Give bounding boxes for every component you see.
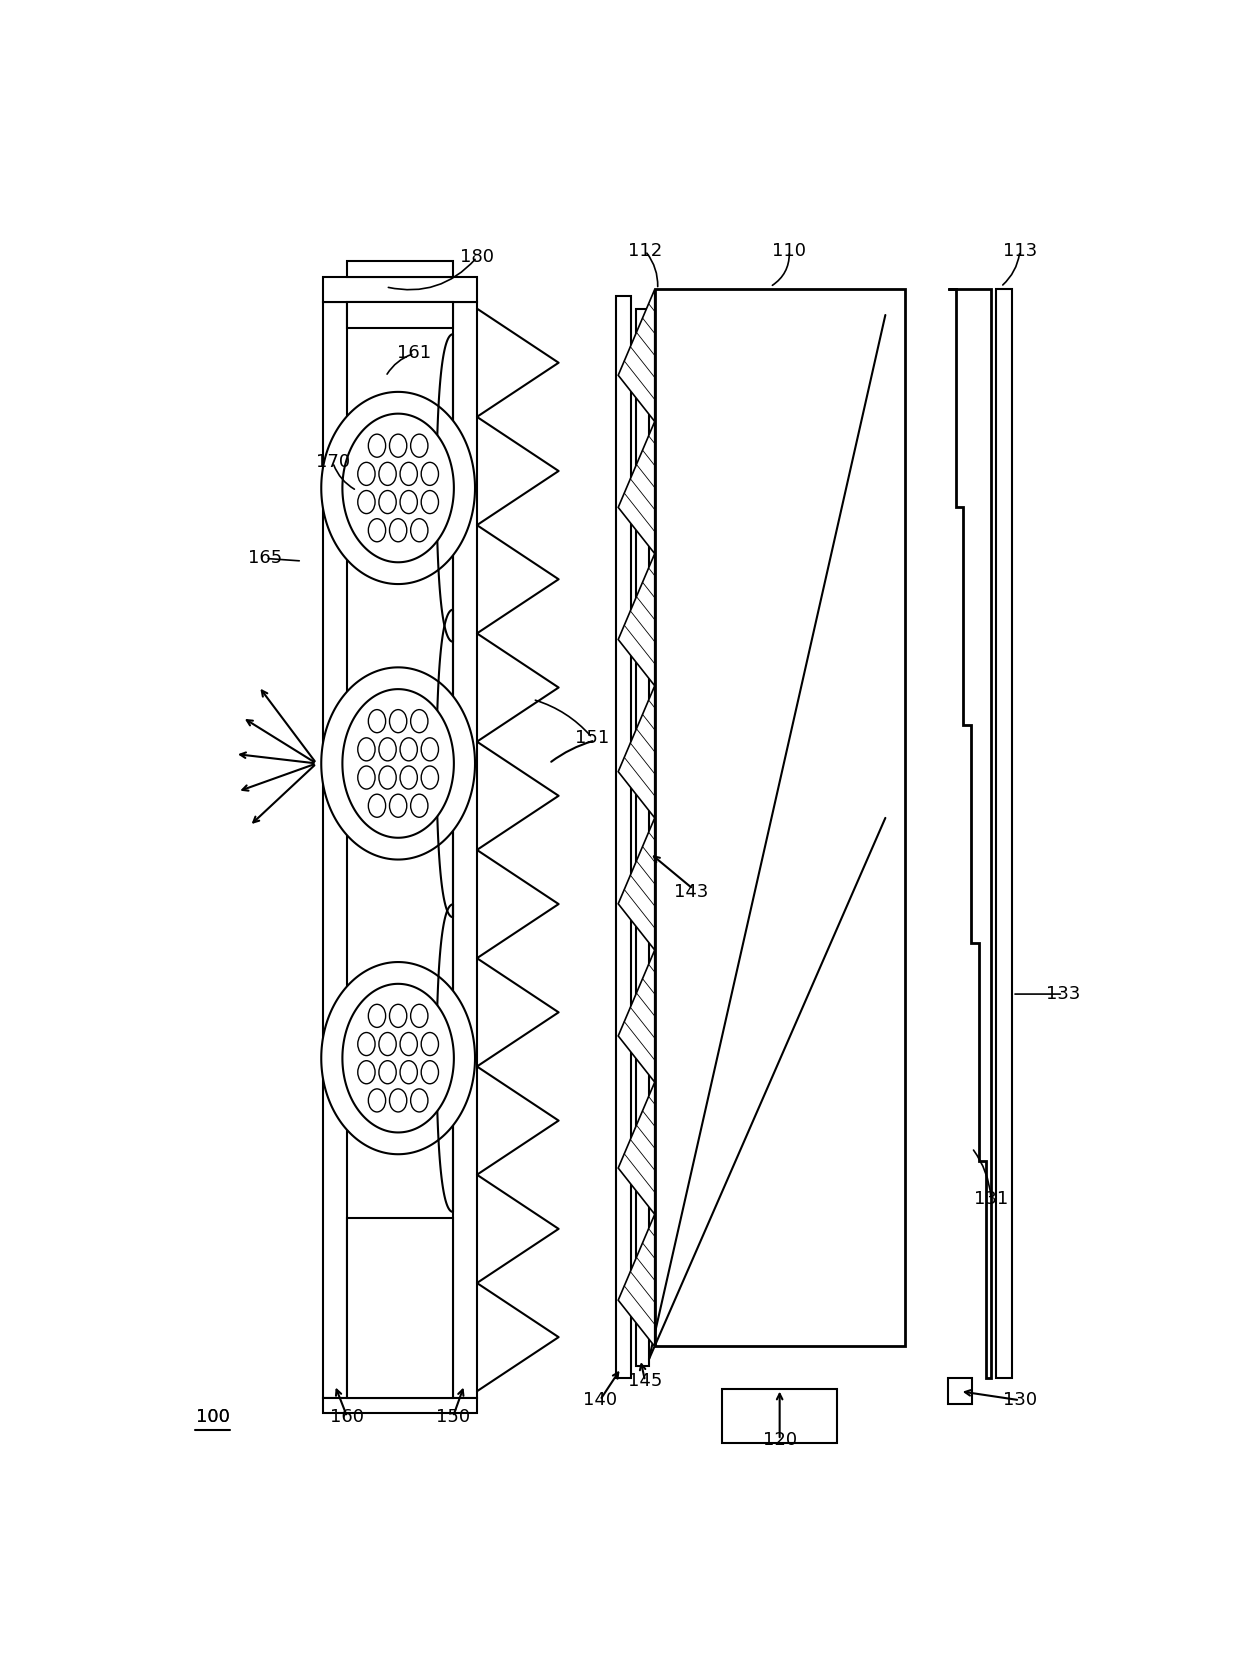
Polygon shape — [947, 290, 991, 1378]
Text: 160: 160 — [330, 1408, 365, 1426]
Text: 161: 161 — [397, 344, 432, 363]
Circle shape — [379, 737, 397, 760]
Circle shape — [379, 1060, 397, 1083]
Polygon shape — [616, 296, 631, 1378]
Circle shape — [422, 463, 439, 486]
Circle shape — [368, 519, 386, 542]
Polygon shape — [947, 1378, 972, 1404]
Circle shape — [379, 491, 397, 514]
Circle shape — [389, 519, 407, 542]
Circle shape — [368, 794, 386, 817]
Polygon shape — [321, 667, 475, 860]
Polygon shape — [324, 1398, 477, 1413]
Polygon shape — [619, 686, 655, 819]
Text: 145: 145 — [627, 1373, 662, 1389]
Circle shape — [422, 491, 439, 514]
Circle shape — [358, 491, 374, 514]
Polygon shape — [347, 303, 453, 328]
Circle shape — [389, 794, 407, 817]
Circle shape — [401, 463, 418, 486]
Circle shape — [410, 794, 428, 817]
Circle shape — [401, 1060, 418, 1083]
Circle shape — [422, 737, 439, 760]
Text: 112: 112 — [627, 241, 662, 260]
Circle shape — [358, 1032, 374, 1055]
Circle shape — [389, 434, 407, 458]
Polygon shape — [619, 1215, 655, 1346]
Text: 180: 180 — [460, 248, 494, 266]
Circle shape — [410, 1005, 428, 1027]
Circle shape — [358, 765, 374, 789]
Circle shape — [379, 463, 397, 486]
Polygon shape — [324, 303, 347, 1398]
Text: 120: 120 — [763, 1431, 797, 1449]
Polygon shape — [619, 950, 655, 1082]
Polygon shape — [324, 276, 477, 303]
Text: 133: 133 — [1047, 985, 1080, 1003]
Polygon shape — [996, 290, 1012, 1378]
Text: 150: 150 — [435, 1408, 470, 1426]
Text: 100: 100 — [196, 1408, 229, 1426]
Text: 100: 100 — [196, 1408, 229, 1426]
Circle shape — [358, 737, 374, 760]
Circle shape — [401, 491, 418, 514]
Circle shape — [410, 519, 428, 542]
Text: 131: 131 — [973, 1190, 1008, 1208]
Polygon shape — [453, 303, 477, 1398]
Circle shape — [358, 463, 374, 486]
Circle shape — [422, 765, 439, 789]
Circle shape — [410, 434, 428, 458]
Circle shape — [389, 1088, 407, 1112]
Polygon shape — [321, 962, 475, 1155]
Circle shape — [389, 709, 407, 732]
Text: 151: 151 — [575, 729, 609, 747]
Circle shape — [368, 434, 386, 458]
Polygon shape — [619, 1082, 655, 1215]
Polygon shape — [619, 290, 655, 421]
Circle shape — [401, 1032, 418, 1055]
Polygon shape — [321, 393, 475, 584]
Polygon shape — [635, 308, 649, 1366]
Polygon shape — [722, 1389, 837, 1443]
Text: 170: 170 — [316, 453, 350, 471]
Circle shape — [422, 1032, 439, 1055]
Polygon shape — [342, 689, 454, 837]
Circle shape — [410, 1088, 428, 1112]
Polygon shape — [619, 421, 655, 554]
Polygon shape — [347, 261, 453, 276]
Circle shape — [410, 709, 428, 732]
Circle shape — [422, 1060, 439, 1083]
Polygon shape — [619, 819, 655, 950]
Polygon shape — [342, 983, 454, 1133]
Polygon shape — [619, 554, 655, 686]
Circle shape — [368, 1005, 386, 1027]
Text: 140: 140 — [583, 1391, 618, 1409]
Text: 165: 165 — [248, 549, 283, 567]
Polygon shape — [655, 290, 905, 1346]
Circle shape — [401, 765, 418, 789]
Text: 110: 110 — [773, 241, 806, 260]
Circle shape — [368, 709, 386, 732]
Circle shape — [389, 1005, 407, 1027]
Circle shape — [358, 1060, 374, 1083]
Text: 113: 113 — [1003, 241, 1037, 260]
Text: 143: 143 — [675, 882, 708, 900]
Circle shape — [368, 1088, 386, 1112]
Circle shape — [401, 737, 418, 760]
Circle shape — [379, 765, 397, 789]
Polygon shape — [347, 1218, 453, 1398]
Polygon shape — [342, 414, 454, 562]
Text: 130: 130 — [1003, 1391, 1037, 1409]
Circle shape — [379, 1032, 397, 1055]
